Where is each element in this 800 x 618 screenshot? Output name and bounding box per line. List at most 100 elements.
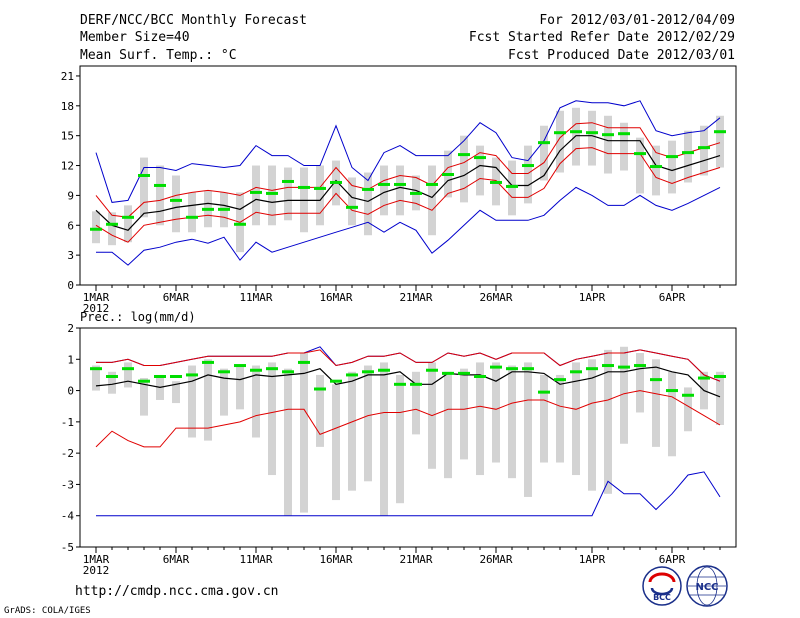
y-tick-label: 2 [67, 322, 74, 335]
box-bar [380, 165, 388, 216]
x-tick-label: 16MAR [319, 553, 352, 566]
box-bar [508, 365, 516, 479]
box-bar [684, 130, 692, 183]
box-bar [620, 346, 628, 444]
box-bar [524, 145, 532, 204]
min-line [96, 186, 721, 266]
box-bar [348, 371, 356, 491]
box-bar [188, 192, 196, 233]
box-bar [396, 374, 404, 504]
box-bar [380, 362, 388, 516]
year-label: 2012 [83, 564, 110, 577]
precip-label: Prec.: log(mm/d) [80, 310, 196, 324]
box-bar [300, 353, 308, 513]
box-bar [268, 362, 276, 476]
y-tick-label: 0 [67, 279, 74, 292]
y-tick-label: 21 [61, 70, 74, 83]
box-bar [460, 135, 468, 203]
box-bar [716, 371, 724, 425]
box-bar [124, 205, 132, 243]
max-line [95, 100, 721, 203]
year-label: 2012 [83, 302, 110, 315]
x-tick-label: 16MAR [319, 291, 352, 304]
box-bar [556, 374, 564, 463]
y-tick-label: 9 [67, 189, 74, 202]
box-bar [604, 115, 612, 174]
box-bar [396, 165, 404, 216]
y-tick-label: 3 [67, 249, 74, 262]
box-bar [716, 115, 724, 168]
x-tick-label: 1APR [579, 553, 606, 566]
box-bar [636, 137, 644, 194]
box-bar [604, 349, 612, 494]
y-tick-label: 6 [67, 219, 74, 232]
box-bar [684, 387, 692, 432]
x-tick-label: 1MAR [83, 553, 110, 566]
temperature-panel: 0 3 6 9 12 15 18 21 1MAR 6MAR 11MAR 16MAR 21MAR 26MAR… [61, 65, 737, 315]
box-bar [108, 212, 116, 246]
box-bar [364, 172, 372, 236]
ncc-logo-text: NCC [695, 582, 718, 593]
mean-line [95, 135, 721, 231]
source-url[interactable]: http://cmdp.ncc.cma.gov.cn [75, 584, 279, 599]
box-bar [460, 368, 468, 460]
grads-credit: GrADS: COLA/IGES [4, 606, 91, 616]
box-bar [140, 378, 148, 416]
box-bar [572, 107, 580, 166]
y-tick-label: 15 [61, 130, 74, 143]
x-tick-label: 1APR [579, 291, 606, 304]
y-tick-label: -2 [61, 447, 74, 460]
box-bar [236, 365, 244, 410]
box-bar [204, 359, 212, 441]
box-bar [652, 359, 660, 447]
y-tick-label: -1 [61, 416, 74, 429]
box-bar [572, 362, 580, 476]
box-bar [92, 365, 100, 391]
box-bar [92, 211, 100, 244]
box-bar [540, 374, 548, 463]
min-line [96, 471, 721, 517]
box-bar [444, 371, 452, 479]
box-bar [588, 359, 596, 491]
mean-line [95, 366, 721, 398]
y-tick-label: -4 [61, 510, 75, 523]
box-bar [364, 365, 372, 482]
bcc-logo: BCC [642, 566, 682, 606]
box-bar [268, 165, 276, 226]
box-bar [348, 177, 356, 226]
x-tick-label: 6MAR [163, 291, 190, 304]
upper-std-line [95, 122, 721, 218]
upper-std-line [96, 349, 721, 382]
box-bar [412, 371, 420, 435]
box-bar [668, 371, 676, 457]
box-bar [636, 353, 644, 413]
box-bar [156, 165, 164, 226]
x-tick-label: 6APR [659, 291, 686, 304]
box-bar [492, 362, 500, 463]
box-bar [556, 110, 564, 173]
box-bar [316, 374, 324, 447]
plot-frame [79, 65, 737, 286]
forecast-period: For 2012/03/01-2012/04/09 [539, 13, 735, 28]
box-bar [428, 165, 436, 236]
box-bar [124, 362, 132, 388]
box-bar [252, 165, 260, 226]
variable-label: Mean Surf. Temp.: °C [80, 48, 237, 63]
y-tick-label: -3 [61, 478, 74, 491]
box-bar [668, 140, 676, 194]
y-tick-label: 1 [67, 353, 74, 366]
x-tick-label: 21MAR [399, 553, 432, 566]
box-bar [284, 167, 292, 221]
bcc-logo-text: BCC [653, 593, 671, 602]
x-tick-label: 26MAR [479, 291, 512, 304]
x-tick-label: 21MAR [399, 291, 432, 304]
box-bar [524, 362, 532, 497]
y-tick-label: 12 [61, 160, 74, 173]
y-tick-label: 0 [67, 385, 74, 398]
y-tick-label: -5 [61, 541, 74, 554]
box-bar [332, 384, 340, 501]
box-bar [316, 165, 324, 226]
produced-date: Fcst Produced Date 2012/03/01 [508, 48, 735, 63]
x-tick-label: 26MAR [479, 553, 512, 566]
box-bar [700, 125, 708, 176]
